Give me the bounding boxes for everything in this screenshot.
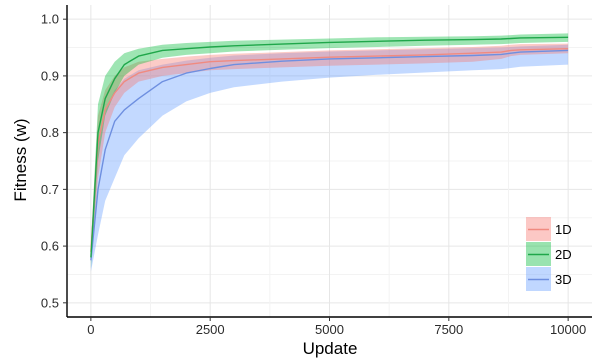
series-lines	[90, 36, 569, 261]
tick-labels: 0.5 0.6 0.7 0.8 0.9 1.0 0 2500 5000 7500 10000	[41, 12, 586, 337]
y-tick-label: 0.7	[41, 182, 59, 197]
x-tick-label: 10000	[550, 322, 586, 337]
x-tick-label: 0	[87, 322, 94, 337]
y-tick-label: 1.0	[41, 12, 59, 27]
legend: 1D 2D 3D	[526, 217, 572, 291]
y-tick-label: 0.9	[41, 68, 59, 83]
x-tick-label: 5000	[315, 322, 344, 337]
x-tick-label: 2500	[196, 322, 225, 337]
series-line-3D	[90, 49, 569, 261]
series-line-1D	[90, 48, 569, 252]
series-line-2D	[90, 36, 569, 258]
grid	[67, 5, 592, 317]
legend-label-3D: 3D	[555, 272, 572, 287]
axes	[63, 5, 592, 321]
confidence-bands	[90, 33, 569, 272]
y-tick-label: 0.6	[41, 239, 59, 254]
x-axis-title: Update	[303, 339, 358, 358]
y-axis-title: Fitness (w)	[11, 118, 30, 201]
band-2D	[90, 33, 569, 269]
y-tick-label: 0.5	[41, 295, 59, 310]
legend-label-2D: 2D	[555, 247, 572, 262]
x-tick-label: 7500	[434, 322, 463, 337]
y-tick-label: 0.8	[41, 125, 59, 140]
legend-label-1D: 1D	[555, 222, 572, 237]
band-1D	[90, 43, 569, 264]
